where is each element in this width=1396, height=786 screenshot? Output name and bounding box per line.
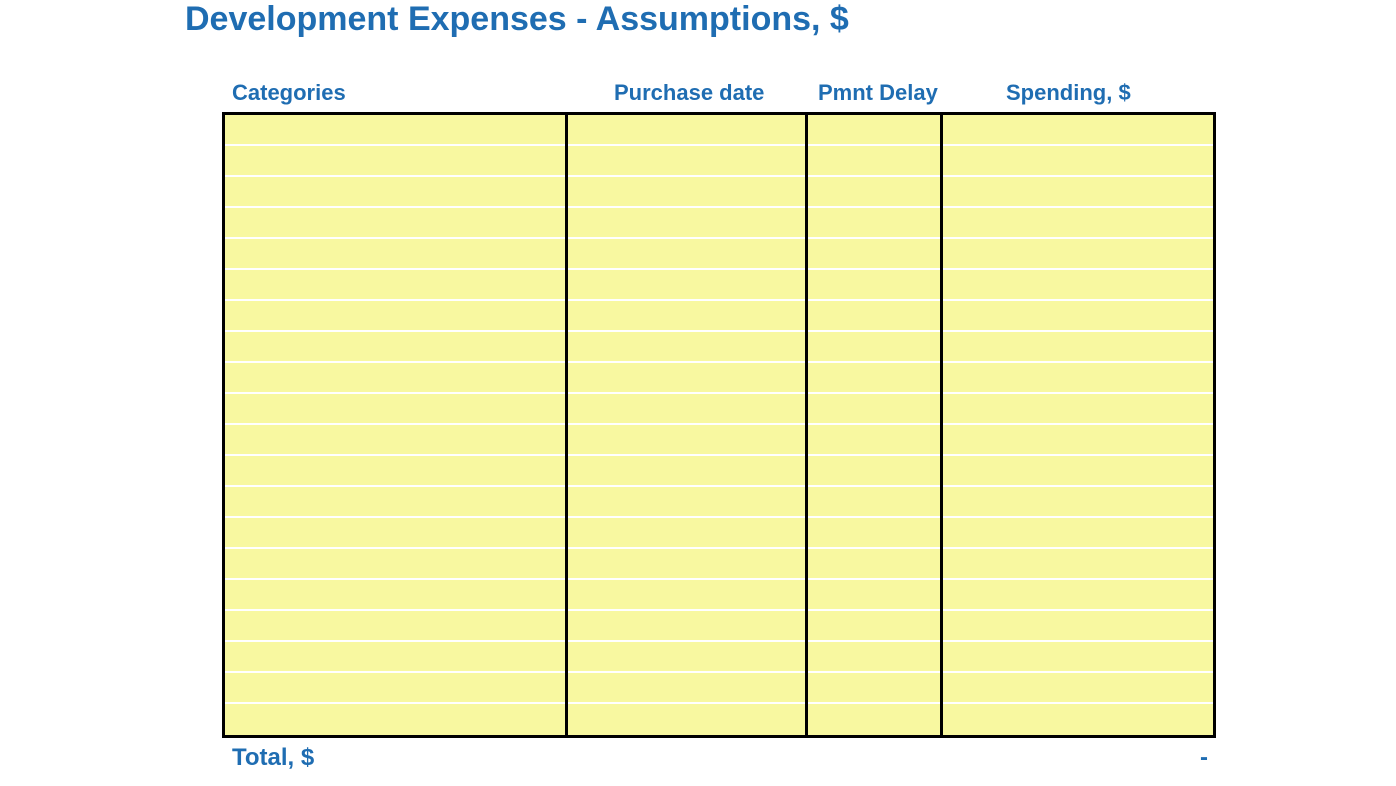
table-cell[interactable] — [943, 394, 1213, 425]
table-cell[interactable] — [943, 208, 1213, 239]
table-cell[interactable] — [225, 239, 565, 270]
table-cell[interactable] — [568, 642, 805, 673]
table-cell[interactable] — [943, 239, 1213, 270]
table-cell[interactable] — [808, 301, 940, 332]
table-cell[interactable] — [568, 208, 805, 239]
col-categories — [225, 115, 568, 735]
table-cell[interactable] — [568, 146, 805, 177]
table-cell[interactable] — [225, 642, 565, 673]
table-cell[interactable] — [808, 115, 940, 146]
table-cell[interactable] — [943, 487, 1213, 518]
table-cell[interactable] — [808, 425, 940, 456]
table-cell[interactable] — [808, 239, 940, 270]
table-cell[interactable] — [808, 611, 940, 642]
table-cell[interactable] — [568, 549, 805, 580]
column-headers-row: Categories Purchase date Pmnt Delay Spen… — [222, 80, 1216, 106]
total-label: Total, $ — [222, 744, 314, 772]
page-title: Development Expenses - Assumptions, $ — [185, 0, 849, 39]
table-cell[interactable] — [943, 456, 1213, 487]
table-cell[interactable] — [225, 332, 565, 363]
col-header-spending: Spending, $ — [946, 80, 1216, 106]
table-cell[interactable] — [808, 580, 940, 611]
table-cell[interactable] — [225, 456, 565, 487]
table-cell[interactable] — [808, 177, 940, 208]
table-cell[interactable] — [943, 177, 1213, 208]
table-cell[interactable] — [943, 115, 1213, 146]
table-cell[interactable] — [808, 549, 940, 580]
table-cell[interactable] — [808, 270, 940, 301]
table-cell[interactable] — [943, 549, 1213, 580]
table-cell[interactable] — [225, 704, 565, 735]
table-cell[interactable] — [225, 425, 565, 456]
table-cell[interactable] — [225, 177, 565, 208]
table-cell[interactable] — [808, 394, 940, 425]
table-cell[interactable] — [808, 642, 940, 673]
table-cell[interactable] — [808, 487, 940, 518]
table-cell[interactable] — [808, 208, 940, 239]
table-cell[interactable] — [225, 301, 565, 332]
table-cell[interactable] — [943, 611, 1213, 642]
table-cell[interactable] — [225, 146, 565, 177]
table-cell[interactable] — [225, 580, 565, 611]
table-cell[interactable] — [943, 425, 1213, 456]
table-cell[interactable] — [943, 673, 1213, 704]
table-cell[interactable] — [808, 518, 940, 549]
table-cell[interactable] — [225, 549, 565, 580]
total-value: - — [1200, 744, 1216, 772]
table-cell[interactable] — [943, 518, 1213, 549]
table-cell[interactable] — [808, 332, 940, 363]
expenses-table: Categories Purchase date Pmnt Delay Spen… — [222, 80, 1216, 772]
table-cell[interactable] — [808, 704, 940, 735]
table-cell[interactable] — [568, 487, 805, 518]
col-header-categories: Categories — [222, 80, 568, 106]
table-cell[interactable] — [808, 456, 940, 487]
table-cell[interactable] — [568, 425, 805, 456]
table-cell[interactable] — [568, 363, 805, 394]
table-cell[interactable] — [568, 518, 805, 549]
table-cell[interactable] — [568, 704, 805, 735]
table-cell[interactable] — [943, 270, 1213, 301]
table-cell[interactable] — [225, 394, 565, 425]
total-row: Total, $ - — [222, 744, 1216, 772]
table-cell[interactable] — [568, 611, 805, 642]
col-purchase-date — [568, 115, 808, 735]
table-cell[interactable] — [225, 673, 565, 704]
table-cell[interactable] — [943, 580, 1213, 611]
table-grid — [222, 112, 1216, 738]
table-cell[interactable] — [568, 270, 805, 301]
table-cell[interactable] — [943, 146, 1213, 177]
table-cell[interactable] — [808, 146, 940, 177]
table-cell[interactable] — [568, 580, 805, 611]
table-cell[interactable] — [225, 487, 565, 518]
table-cell[interactable] — [225, 518, 565, 549]
table-cell[interactable] — [568, 332, 805, 363]
col-pmnt-delay — [808, 115, 943, 735]
col-header-purchase-date: Purchase date — [568, 80, 808, 106]
table-cell[interactable] — [568, 394, 805, 425]
table-cell[interactable] — [943, 332, 1213, 363]
table-cell[interactable] — [568, 673, 805, 704]
table-cell[interactable] — [225, 363, 565, 394]
col-spending — [943, 115, 1213, 735]
table-cell[interactable] — [225, 115, 565, 146]
table-cell[interactable] — [943, 704, 1213, 735]
table-cell[interactable] — [808, 363, 940, 394]
table-cell[interactable] — [225, 270, 565, 301]
table-cell[interactable] — [225, 208, 565, 239]
col-header-pmnt-delay: Pmnt Delay — [808, 80, 946, 106]
table-cell[interactable] — [568, 239, 805, 270]
table-cell[interactable] — [568, 301, 805, 332]
table-cell[interactable] — [568, 115, 805, 146]
table-cell[interactable] — [808, 673, 940, 704]
table-cell[interactable] — [943, 363, 1213, 394]
table-cell[interactable] — [943, 301, 1213, 332]
table-cell[interactable] — [225, 611, 565, 642]
table-cell[interactable] — [568, 456, 805, 487]
table-cell[interactable] — [568, 177, 805, 208]
table-cell[interactable] — [943, 642, 1213, 673]
